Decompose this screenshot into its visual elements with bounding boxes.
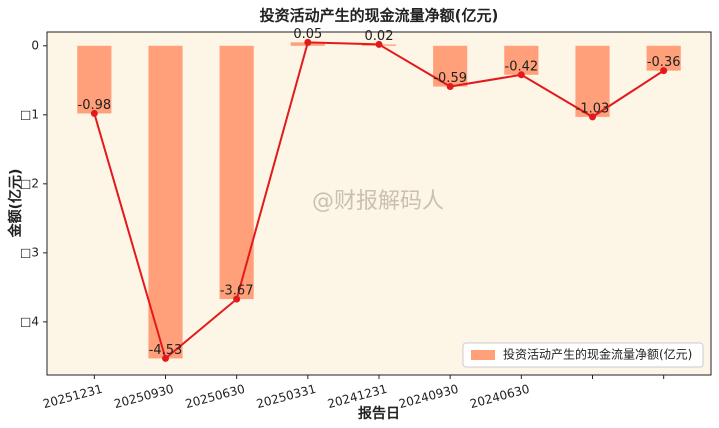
y-tick-label: □2 [20,176,39,190]
line-point [375,40,383,48]
x-tick-label: 20250331 [255,382,318,411]
data-label: -0.98 [78,98,112,113]
legend-swatch [471,350,495,360]
y-tick-label: □3 [20,245,39,259]
data-label: -1.03 [576,101,610,116]
data-label: -0.42 [505,59,539,74]
x-tick-label: 20250930 [113,382,176,411]
line-point [304,38,312,46]
bar [148,45,183,359]
line-point [660,67,668,75]
y-axis-label: 金额(亿元) [7,169,24,239]
line-point [517,71,525,79]
legend-label: 投资活动产生的现金流量净额(亿元) [503,347,692,362]
bar [646,45,681,71]
legend-box [462,342,704,368]
line-point [161,354,169,362]
x-tick-label: 20240930 [397,382,460,411]
bar [575,45,610,117]
bar [504,45,539,75]
data-label: -3.67 [220,284,254,299]
line-point [446,83,454,91]
chart-title: 投资活动产生的现金流量净额(亿元) [260,7,499,25]
y-tick-label: □4 [20,314,39,328]
x-axis-label: 报告日 [358,405,400,422]
x-tick-label: 20251231 [41,382,104,411]
watermark: @财报解码人 [312,189,444,214]
y-tick-label: □1 [20,107,39,121]
data-label: -4.53 [149,343,183,358]
line-point [589,113,597,121]
bar [77,45,112,114]
line-point [90,109,98,117]
data-label: 0.02 [365,29,394,44]
data-label: 0.05 [293,27,322,42]
bar [219,45,254,300]
y-tick-label: 0 [31,38,39,52]
data-label: -0.59 [433,71,467,86]
x-tick-label: 20250630 [184,382,247,411]
data-label: -0.36 [647,55,681,70]
line-point [233,295,241,303]
x-tick-label: 20240630 [468,382,531,411]
